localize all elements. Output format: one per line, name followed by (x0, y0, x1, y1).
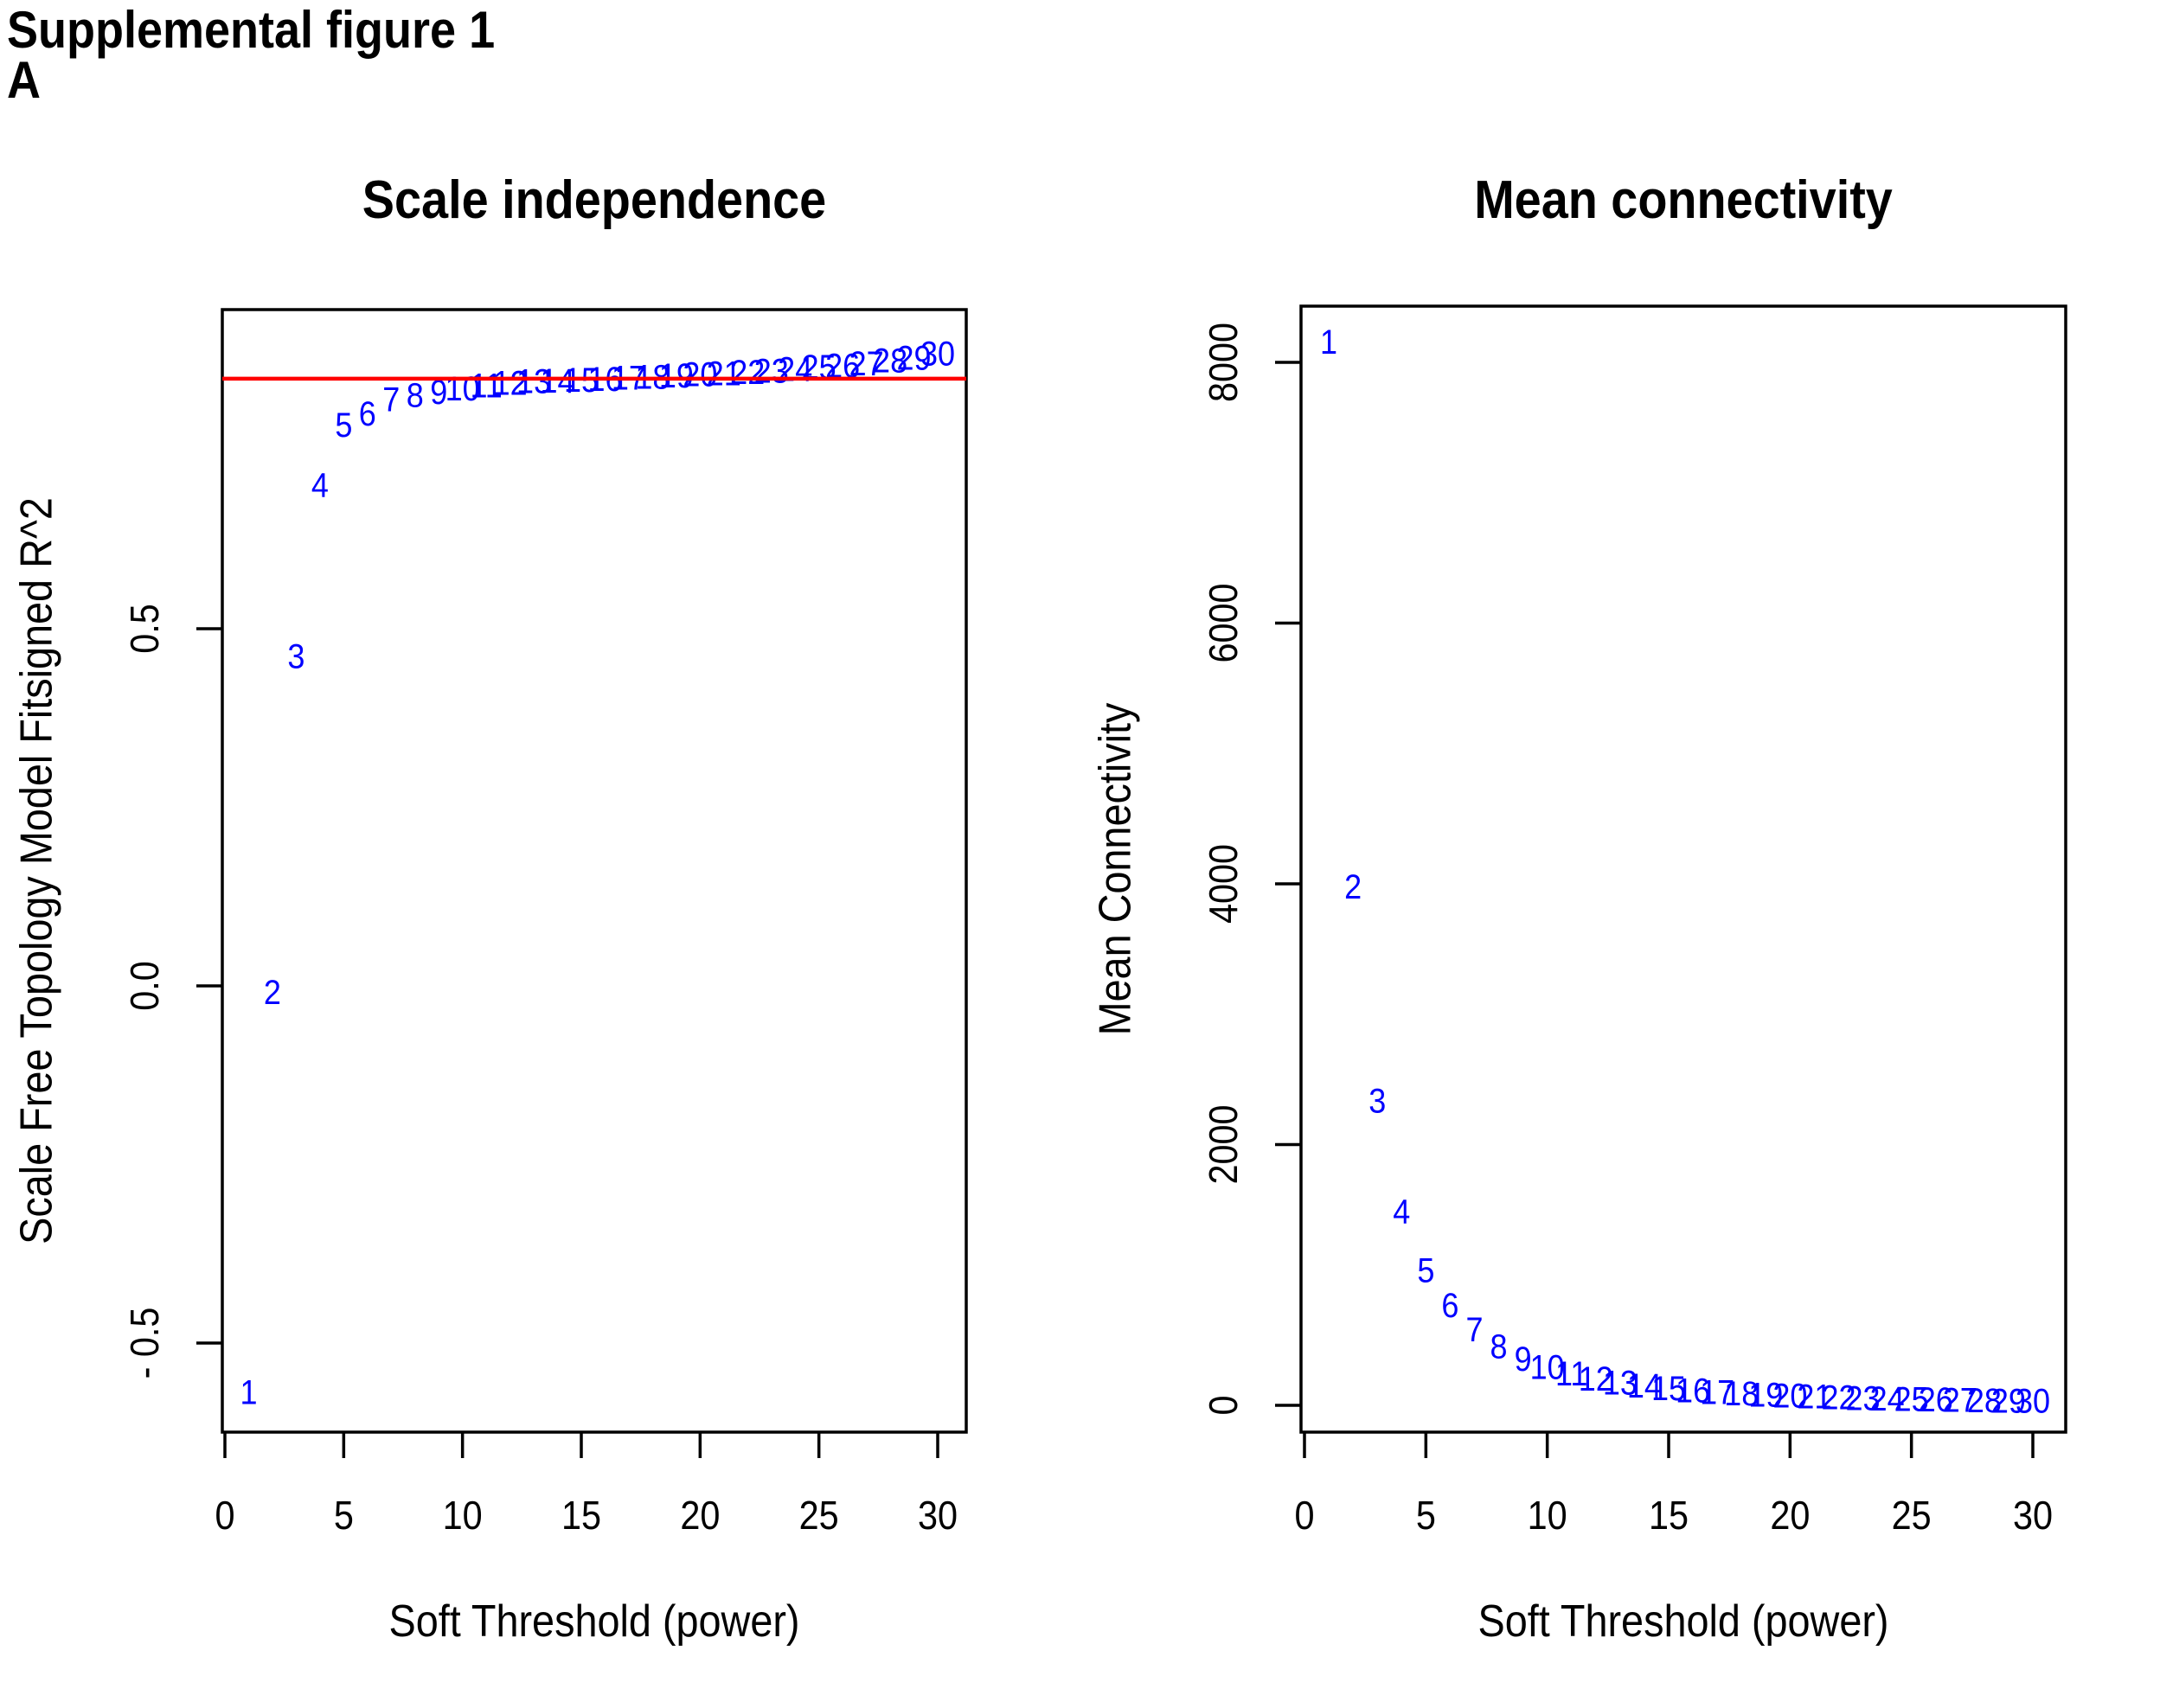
data-point-label: 22 (1821, 1379, 1856, 1417)
data-point-label: 5 (335, 406, 352, 445)
x-axis-tick-label: 20 (680, 1494, 720, 1538)
data-point-label: 7 (1465, 1311, 1483, 1349)
x-axis-tick-label: 10 (1528, 1494, 1567, 1538)
x-axis-tick-label: 30 (918, 1494, 958, 1538)
y-axis-tick-label: 8000 (1202, 323, 1247, 402)
y-axis-tick-label: 2000 (1202, 1104, 1247, 1184)
data-point-label: 16 (1676, 1372, 1710, 1411)
data-point-label: 10 (445, 370, 480, 408)
plot-box (1299, 304, 2067, 1434)
y-axis-tick-label: - 0.5 (123, 1308, 168, 1379)
x-axis-tick-label: 20 (1770, 1494, 1810, 1538)
data-point-label: 30 (2016, 1383, 2050, 1421)
y-axis-tick-label: 4000 (1202, 844, 1247, 924)
data-point-label: 5 (1417, 1252, 1434, 1290)
data-point-label: 17 (1700, 1374, 1734, 1412)
data-point-label: 29 (897, 340, 932, 378)
data-point-label: 2 (1344, 868, 1362, 906)
chart-title: Mean connectivity (1474, 170, 1893, 229)
data-point-label: 13 (1603, 1365, 1638, 1403)
x-axis-tick-label: 0 (1294, 1494, 1314, 1538)
panel-label-a: A (7, 51, 42, 109)
data-point-label: 15 (1651, 1370, 1686, 1408)
data-point-label: 8 (407, 377, 424, 415)
data-point-label: 3 (287, 638, 304, 676)
data-point-label: 2 (264, 974, 281, 1012)
data-point-label: 22 (730, 354, 765, 392)
data-point-label: 7 (382, 381, 400, 419)
data-point-label: 23 (1846, 1380, 1881, 1418)
data-point-label: 13 (516, 363, 551, 401)
x-axis-title: Soft Threshold (power) (388, 1596, 799, 1647)
y-axis-title: Scale Free Topology Model Fitsigned R^2 (11, 497, 61, 1244)
x-axis-tick-label: 15 (1649, 1494, 1689, 1538)
data-point-label: 9 (430, 374, 447, 412)
data-point-label: 26 (1919, 1381, 1953, 1419)
plot-box (221, 308, 968, 1434)
y-axis-tick-label: 0.0 (123, 961, 168, 1011)
data-point-label: 11 (470, 368, 502, 406)
data-point-label: 21 (1797, 1379, 1831, 1417)
data-point-label: 19 (659, 357, 694, 395)
data-point-label: 29 (1991, 1383, 2026, 1421)
data-point-label: 18 (1724, 1375, 1759, 1413)
data-point-label: 1 (240, 1374, 257, 1412)
data-point-label: 11 (1555, 1355, 1587, 1393)
data-point-label: 24 (1870, 1380, 1905, 1418)
x-axis-tick-label: 25 (799, 1494, 839, 1538)
data-point-label: 25 (802, 349, 836, 387)
data-point-label: 21 (707, 355, 741, 393)
x-axis-tick-label: 15 (561, 1494, 601, 1538)
data-point-label: 20 (1772, 1378, 1807, 1416)
x-axis-tick-label: 30 (2013, 1494, 2053, 1538)
figure-header: Supplemental figure 1 (7, 1, 496, 59)
data-point-label: 9 (1515, 1340, 1532, 1379)
chart-title: Scale independence (362, 170, 826, 229)
data-point-label: 4 (311, 467, 329, 505)
data-point-label: 14 (1627, 1367, 1662, 1405)
data-point-label: 6 (1441, 1287, 1458, 1325)
y-axis-tick-label: 0.5 (123, 604, 168, 654)
x-axis-tick-label: 10 (443, 1494, 483, 1538)
data-point-label: 25 (1894, 1381, 1929, 1419)
data-point-label: 10 (1530, 1349, 1565, 1387)
y-axis-tick-label: 0 (1202, 1395, 1247, 1415)
data-point-label: 4 (1393, 1193, 1410, 1231)
data-point-label: 28 (1967, 1382, 2002, 1420)
x-axis-tick-label: 5 (1416, 1494, 1436, 1538)
data-point-label: 3 (1368, 1083, 1386, 1121)
data-point-label: 15 (564, 361, 599, 400)
data-point-label: 30 (920, 336, 955, 374)
data-point-label: 8 (1490, 1328, 1508, 1366)
y-axis-tick-label: 6000 (1202, 583, 1247, 662)
data-point-label: 19 (1748, 1377, 1783, 1415)
x-axis-tick-label: 25 (1892, 1494, 1932, 1538)
data-point-label: 28 (873, 342, 907, 381)
x-axis-tick-label: 5 (334, 1494, 354, 1538)
data-point-label: 1 (1320, 323, 1337, 361)
x-axis-tick-label: 0 (215, 1494, 234, 1538)
data-point-label: 12 (493, 365, 528, 403)
data-point-label: 24 (778, 351, 812, 389)
data-point-label: 6 (359, 395, 376, 433)
data-point-label: 27 (1943, 1382, 1977, 1420)
data-point-label: 12 (1579, 1360, 1613, 1398)
x-axis-title: Soft Threshold (power) (1477, 1596, 1888, 1647)
y-axis-title: Mean Connectivity (1090, 702, 1140, 1035)
data-point-label: 23 (754, 353, 789, 391)
data-point-label: 20 (683, 356, 717, 394)
data-point-label: 14 (541, 362, 575, 400)
